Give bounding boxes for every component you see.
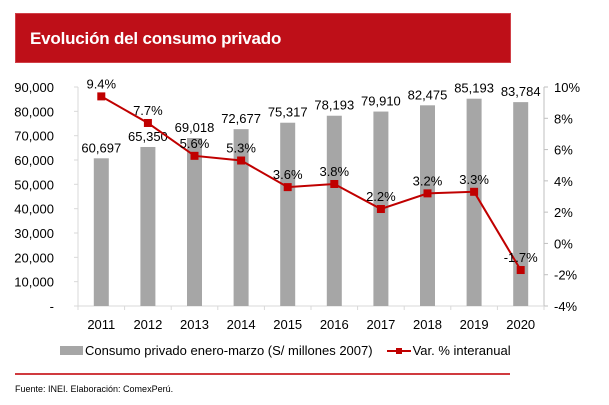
legend: Consumo privado enero-marzo (S/ millones…	[60, 343, 511, 358]
source-note: Fuente: INEI. Elaboración: ComexPerú.	[15, 384, 174, 394]
right-tick-label: -2%	[554, 268, 578, 283]
bar-data-label: 79,910	[361, 94, 401, 109]
bar	[466, 98, 482, 306]
bar-data-label: 60,697	[81, 140, 121, 155]
bar-data-label: 72,677	[221, 111, 261, 126]
bar-data-label: 83,784	[501, 84, 541, 99]
line-marker	[237, 156, 246, 165]
line-marker	[470, 187, 479, 196]
bar-data-labels: 60,697 65,350 69,018 72,677 75,317 78,193 79,9…	[81, 81, 540, 156]
bar-data-label: 82,475	[408, 87, 448, 102]
x-tick-label: 2012	[133, 317, 162, 332]
x-tick-label: 2014	[227, 317, 256, 332]
left-tick-label: 20,000	[14, 250, 54, 265]
bar	[420, 105, 435, 306]
bar-data-label: 65,350	[128, 129, 168, 144]
line-marker	[97, 92, 106, 101]
legend-line-label: Var. % interanual	[412, 343, 511, 358]
x-tick-label: 2015	[273, 317, 302, 332]
x-tick-label: 2011	[87, 317, 115, 332]
line-data-label: 3.2%	[413, 173, 443, 188]
bar-data-label: 78,193	[314, 98, 354, 113]
chart-title: Evolución del consumo privado	[30, 29, 282, 48]
line-data-label: -1.7%	[504, 250, 538, 265]
line-data-label: 3.6%	[273, 167, 303, 182]
left-tick-label: 80,000	[14, 104, 54, 119]
bar	[93, 158, 109, 306]
right-tick-label: 8%	[554, 111, 573, 126]
line-marker	[516, 266, 525, 275]
left-tick-label: 70,000	[14, 129, 54, 144]
left-tick-label: 10,000	[14, 275, 54, 290]
line-marker	[376, 205, 385, 214]
right-tick-label: 0%	[554, 236, 573, 251]
x-tick-label: 2016	[320, 317, 349, 332]
x-tick-label: 2019	[460, 317, 489, 332]
bar	[280, 122, 296, 306]
title-banner: Evolución del consumo privado	[15, 13, 511, 63]
legend-bar-label: Consumo privado enero-marzo (S/ millones…	[85, 343, 373, 358]
line-marker	[283, 183, 292, 192]
bar	[233, 129, 249, 306]
left-tick-label: 60,000	[14, 153, 54, 168]
right-tick-label: 10%	[554, 80, 580, 95]
legend-line-swatch	[386, 346, 411, 356]
bar	[140, 146, 156, 306]
bar	[326, 115, 342, 306]
axes: - 10,000 20,000 30,000 40,000 50,000 60,000 70,…	[14, 80, 580, 332]
divider	[15, 373, 510, 375]
line-series	[97, 92, 525, 275]
line-path	[100, 95, 522, 271]
line-data-label: 7.7%	[133, 103, 163, 118]
right-tick-label: 6%	[554, 143, 573, 158]
line-marker	[190, 151, 199, 160]
x-tick-label: 2020	[506, 317, 535, 332]
x-tick-label: 2018	[413, 317, 442, 332]
left-tick-label: 40,000	[14, 202, 54, 217]
line-data-label: 3.8%	[319, 164, 349, 179]
line-data-label: 9.4%	[86, 76, 116, 91]
line-data-label: 5.6%	[180, 136, 210, 151]
line-data-label: 5.3%	[226, 141, 256, 156]
left-tick-label: 30,000	[14, 226, 54, 241]
line-data-labels: 9.4% 7.7% 5.6% 5.3% 3.6% 3.8% 2.2% 3.2% 3.3% -1.7…	[86, 76, 538, 265]
left-tick-label: 90,000	[14, 80, 54, 95]
line-marker	[330, 179, 339, 188]
right-tick-label: 4%	[554, 174, 573, 189]
left-tick-label: -	[50, 299, 54, 314]
bar-data-label: 85,193	[454, 81, 494, 96]
left-tick-label: 50,000	[14, 177, 54, 192]
right-tick-label: -4%	[554, 299, 578, 314]
right-tick-label: 2%	[554, 205, 573, 220]
legend-bar-swatch	[60, 346, 83, 355]
line-data-label: 3.3%	[459, 172, 489, 187]
x-tick-label: 2013	[180, 317, 209, 332]
bar	[187, 138, 202, 306]
bar-data-label: 75,317	[268, 105, 308, 120]
line-marker	[143, 118, 152, 127]
bar-data-label: 69,018	[175, 120, 215, 135]
x-tick-label: 2017	[366, 317, 395, 332]
line-marker	[423, 189, 432, 198]
bar	[513, 102, 529, 306]
line-data-label: 2.2%	[366, 189, 396, 204]
